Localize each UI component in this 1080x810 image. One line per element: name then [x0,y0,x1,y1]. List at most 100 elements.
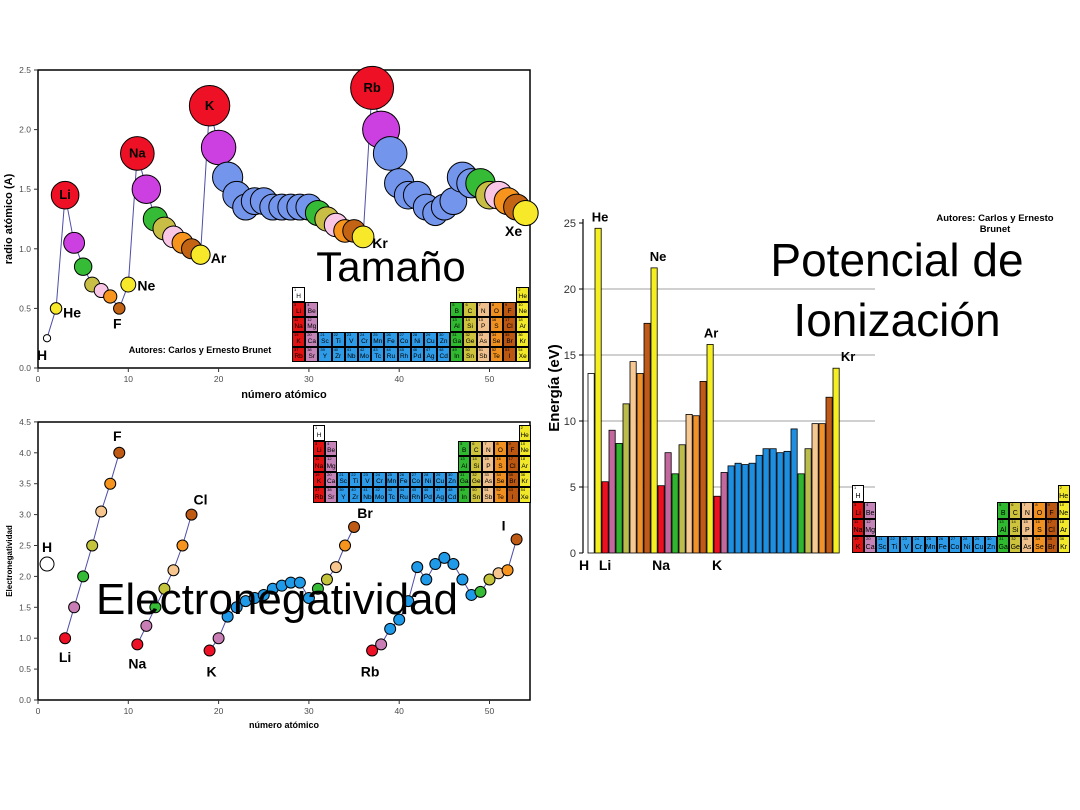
point-label-I: I [502,517,506,533]
ptable-cell-Sn: 50 Sn [463,347,477,362]
ptable-cell-Li: 3 Li [852,502,865,519]
ptable-symbol: Br [506,338,513,345]
bar-Cu [783,450,791,554]
ptable-z: 41 [363,487,368,493]
ptable-z: 43 [387,487,393,493]
ptable-z: 9 [505,302,508,307]
ptable-cell-Al: 13 Al [450,317,464,332]
ptable-z: 17 [508,456,513,462]
y-axis-label: Electronegatividad [5,525,14,597]
ptable-symbol: Xe [518,353,527,360]
ptable-symbol: B [1000,510,1006,517]
ptable-symbol: Cl [506,323,513,330]
ptable-symbol: H [296,293,301,300]
electronegativity-plot: 0 10 20 30 40 50 0.0 0.5 1.0 1.5 2.0 2.5 3.0 3.5 4.0 4.… [5,417,531,730]
ptable-symbol: Ge [471,478,481,486]
ptable-symbol: Pd [413,353,422,360]
bar-bottom-label-H: H [579,557,589,573]
ptable-symbol: Ca [307,338,316,345]
data-point-Be [68,601,81,614]
ptable-symbol: Cd [447,493,457,501]
ptable-cell-Cl: 17 Cl [506,456,519,472]
y-tick-label: 0.5 [19,303,31,313]
ptable-z: 32 [465,332,470,337]
ptable-cell-Be: 4 Be [864,502,877,519]
bar-Ti [734,462,742,554]
ptable-cell-Fe: 26 Fe [384,332,398,347]
electronegativity-chart-panel: 0 10 20 30 40 50 0.0 0.5 1.0 1.5 2.0 2.5 3.0 3.5 4.0 4.… [0,413,540,758]
ptable-z: 35 [505,332,510,337]
bar-Zn [790,428,798,554]
ptable-symbol: Ca [865,544,875,551]
ptable-z: 27 [411,471,417,477]
ptable-symbol: Se [496,478,505,486]
data-point-Tc [420,573,433,586]
data-point-Rb [350,65,395,110]
ptable-cell-Cd: 48 Cd [437,347,451,362]
bar-Ar [706,344,714,554]
ptable-cell-Ge: 32 Ge [470,471,483,488]
data-point-In [474,585,487,598]
ptable-z: 42 [375,487,380,493]
ptable-z: 5 [452,302,455,307]
x-tick-label: 50 [485,374,495,384]
ptable-cell-Cu: 29 Cu [423,332,438,347]
data-point-Ge [320,573,333,586]
ptable-cell-Ar: 18 Ar [518,456,531,472]
ptable-cell-Cl: 17 Cl [503,317,517,332]
ptable-z: 25 [387,471,393,477]
ptable-cell-Si: 14 Si [463,317,477,332]
ptable-z: 6 [1011,502,1014,507]
ptable-cell-Ar: 18 Ar [1057,519,1070,536]
ptable-z: 50 [465,347,470,352]
bar-bottom-label-K: K [712,557,722,573]
ptable-symbol: I [511,493,514,501]
bar-Mn [755,454,763,554]
ptable-symbol: Kr [521,478,528,486]
bar-Be [608,429,616,554]
ptable-z: 51 [484,487,489,493]
ptable-z: 38 [327,487,332,493]
ptable-z: 24 [359,332,365,337]
ptable-symbol: K [296,338,301,345]
bubble-label-Rb: Rb [363,80,380,95]
ptable-symbol: Sb [479,353,488,360]
ptable-z: 17 [1047,519,1052,524]
ptable-symbol: Te [497,493,504,501]
data-point-Mo [411,561,424,574]
ptable-z: 47 [435,487,441,493]
ptable-symbol: Y [322,353,328,360]
ptable-cell-Ne: 10 Ne [516,302,530,317]
ptable-z: 23 [363,471,368,477]
data-point-O [103,289,118,304]
bar-H [587,373,595,554]
bar-F [643,322,651,554]
bar-Kr [832,367,840,554]
ptable-cell-Br: 35 Br [503,332,517,347]
ptable-z: 27 [399,332,404,337]
ptable-z: 19 [854,536,859,541]
x-tick-label: 10 [124,706,134,716]
ptable-z: 29 [425,332,431,337]
ptable-symbol: Br [509,478,516,486]
ptable-cell-Co: 27 Co [948,536,961,553]
ptable-symbol: Ru [386,353,396,360]
ptable-z: 45 [411,487,417,493]
ptable-symbol: In [461,493,467,501]
ptable-symbol: Be [307,308,316,315]
data-point-Ag [456,573,469,586]
ptable-z: 40 [333,347,339,352]
ptable-z: 15 [1023,519,1028,524]
data-point-P [167,564,180,577]
ptable-symbol: Be [327,447,336,455]
ptable-cell-V: 23 V [900,536,913,553]
ptable-cell-Ne: 10 Ne [1057,502,1070,519]
ptable-symbol: Mg [307,323,317,330]
ptable-symbol: Sr [327,493,335,501]
ptable-cell-He: 2 He [1057,485,1070,502]
